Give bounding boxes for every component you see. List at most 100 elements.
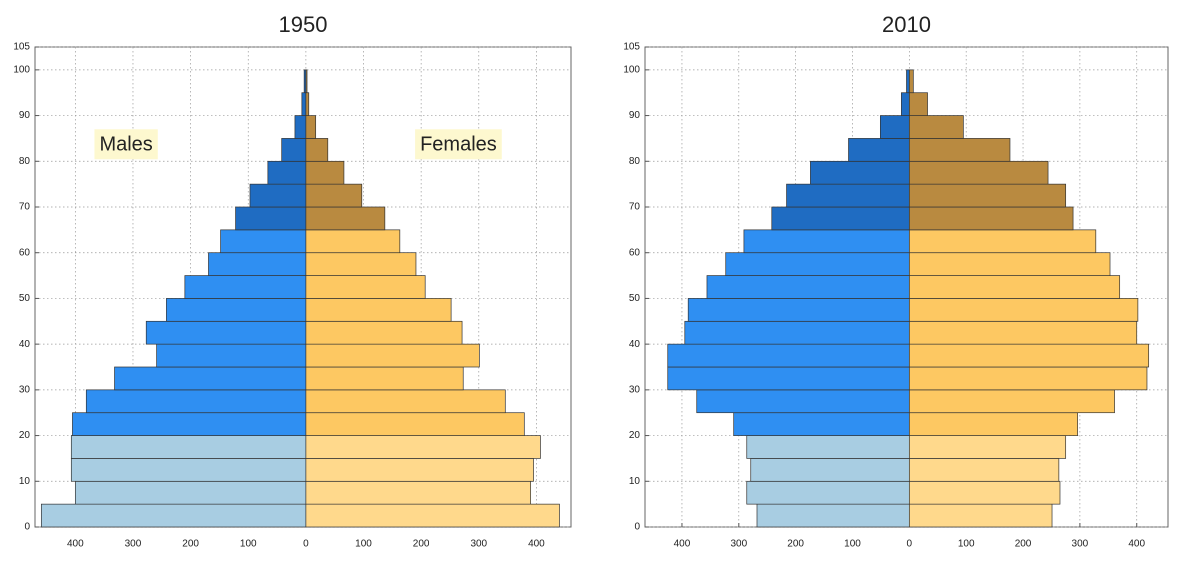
bar: [72, 412, 307, 436]
bar: [908, 366, 1148, 391]
bar: [70, 458, 307, 482]
bar: [145, 320, 307, 345]
bar: [743, 229, 910, 254]
bar: [848, 138, 910, 162]
bar: [908, 412, 1078, 436]
bar: [706, 275, 910, 299]
y-tick-label: 10: [19, 476, 31, 487]
legend-label: Females: [420, 133, 497, 155]
bar: [908, 115, 964, 139]
bar: [908, 458, 1060, 482]
bar: [908, 320, 1138, 345]
x-tick-label: 200: [1015, 539, 1032, 550]
bar: [908, 138, 1011, 162]
x-tick-label: 0: [907, 539, 913, 550]
y-tick-label: 70: [19, 202, 31, 213]
bar: [908, 160, 1049, 185]
bar: [40, 503, 307, 528]
y-tick-label: 60: [19, 247, 31, 258]
bar: [810, 160, 910, 185]
bar: [208, 252, 307, 276]
bar: [908, 298, 1139, 322]
bar: [305, 138, 329, 162]
bar: [771, 206, 910, 231]
x-tick-label: 200: [182, 539, 199, 550]
bar: [267, 160, 307, 185]
bar: [684, 320, 910, 345]
y-tick-label: 50: [19, 293, 31, 304]
legend-box: [415, 129, 502, 160]
bar: [305, 366, 464, 391]
y-tick-label: 70: [629, 202, 641, 213]
bar: [901, 92, 910, 116]
chart-title: 2010: [882, 12, 931, 37]
y-tick-label: 40: [19, 339, 31, 350]
bar: [786, 183, 910, 208]
bar: [305, 229, 401, 254]
bar: [305, 480, 532, 505]
bar: [908, 206, 1074, 231]
y-tick-label: 0: [24, 522, 30, 533]
bar: [305, 503, 560, 528]
bar: [725, 252, 910, 276]
bar: [85, 389, 307, 414]
x-tick-label: 0: [303, 539, 309, 550]
y-tick-label: 90: [19, 110, 31, 121]
x-tick-label: 300: [1072, 539, 1089, 550]
y-tick-label: 105: [13, 42, 30, 53]
bar: [305, 320, 463, 345]
y-tick-label: 30: [629, 384, 641, 395]
bar: [281, 138, 307, 162]
x-tick-label: 300: [730, 539, 747, 550]
bar: [235, 206, 307, 231]
bar: [305, 275, 426, 299]
bar: [733, 412, 910, 436]
bar: [908, 503, 1053, 528]
bar: [156, 343, 307, 368]
legend-label: Males: [99, 133, 152, 155]
bar: [908, 92, 928, 116]
bar: [305, 435, 541, 459]
bar: [301, 92, 307, 116]
bar: [750, 458, 910, 482]
bar: [305, 183, 363, 208]
x-tick-label: 200: [787, 539, 804, 550]
bar: [74, 480, 307, 505]
x-tick-label: 200: [413, 539, 430, 550]
y-tick-label: 100: [13, 64, 30, 75]
bar: [220, 229, 307, 254]
bar: [908, 480, 1061, 505]
legend-box: [94, 129, 158, 160]
bar: [184, 275, 307, 299]
x-tick-label: 300: [470, 539, 487, 550]
bar: [908, 252, 1111, 276]
y-tick-label: 0: [634, 522, 640, 533]
bar: [305, 389, 506, 414]
y-tick-label: 20: [19, 430, 31, 441]
bar: [908, 69, 914, 94]
bar: [908, 229, 1097, 254]
bar: [908, 435, 1067, 459]
x-tick-label: 400: [67, 539, 84, 550]
bar: [908, 389, 1115, 414]
bar: [667, 366, 910, 391]
y-tick-label: 80: [19, 156, 31, 167]
x-tick-label: 300: [125, 539, 142, 550]
legend-item: Males: [94, 129, 158, 160]
bar: [305, 206, 386, 231]
bar: [746, 480, 910, 505]
bar: [906, 69, 910, 94]
y-tick-label: 100: [623, 64, 640, 75]
bar: [305, 412, 525, 436]
x-tick-label: 100: [844, 539, 861, 550]
bar: [249, 183, 307, 208]
bar: [667, 343, 910, 368]
chart-title: 1950: [279, 12, 328, 37]
bar: [305, 298, 452, 322]
bar: [305, 252, 417, 276]
y-tick-label: 10: [629, 476, 641, 487]
y-tick-label: 20: [629, 430, 641, 441]
y-tick-label: 50: [629, 293, 641, 304]
y-tick-label: 60: [629, 247, 641, 258]
